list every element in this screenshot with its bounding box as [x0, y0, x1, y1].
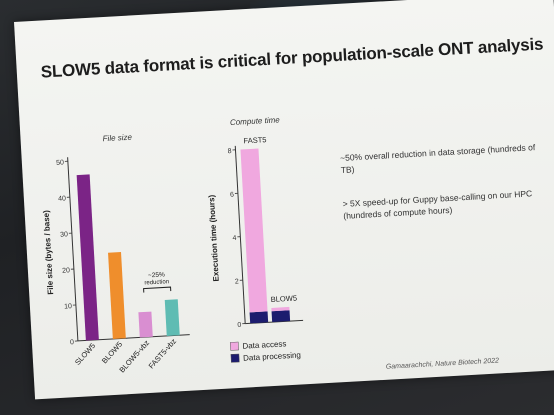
compute-time-chart: 0 2 4 6 8 Execution time (hours) FAST5 BLOW5 Dat… — [207, 135, 304, 363]
y-tick-label: 6 — [230, 191, 234, 198]
y-tick-label: 50 — [56, 159, 64, 166]
y-tick-label: 0 — [237, 322, 241, 329]
storage-reduction-note: ~50% overall reduction in data storage (… — [339, 142, 536, 175]
y-tick-label: 30 — [60, 231, 68, 238]
y-tick-label: 10 — [64, 303, 72, 310]
y-axis-line — [234, 145, 246, 324]
bar-blow5-data-access — [271, 306, 290, 312]
legend-label-data-processing: Data processing — [243, 351, 301, 363]
x-tick-label: BLOW5-vbz — [117, 338, 151, 374]
bar-label: BLOW5 — [271, 294, 298, 304]
x-tick-label: SLOW5 — [73, 341, 97, 367]
bar-fast5-data-processing — [249, 311, 269, 324]
bar-blow5 — [108, 251, 126, 339]
bar-slow5 — [76, 174, 99, 341]
legend-swatch-data-access — [229, 341, 239, 351]
y-axis-line — [67, 157, 79, 341]
y-tick-label: 40 — [58, 195, 66, 202]
annotation-bracket — [143, 286, 172, 293]
y-tick-label: 4 — [232, 235, 236, 242]
bar-blow5-vbz — [138, 311, 153, 338]
bar-label: FAST5 — [243, 135, 266, 145]
annotation-reduction: reduction — [144, 279, 169, 286]
legend-label-data-access: Data access — [242, 339, 286, 350]
y-tick-label: 20 — [62, 267, 70, 274]
bar-fast5-data-access — [240, 148, 268, 313]
y-axis-label: File size (bytes / base) — [42, 210, 56, 295]
bar-blow5-data-processing — [271, 310, 291, 323]
x-tick-label: FAST5-vbz — [147, 337, 179, 371]
bar-fast5-vbz — [164, 299, 180, 336]
legend-swatch-data-processing — [230, 353, 240, 363]
speedup-note: > 5X speed-up for Guppy base-calling on … — [342, 188, 533, 221]
x-tick-label: BLOW5 — [100, 340, 124, 366]
y-tick-label: 2 — [235, 278, 239, 285]
annotation-percent: ~25% — [148, 271, 165, 279]
y-tick-label: 0 — [70, 339, 74, 346]
presentation-slide: SLOW5 data format is critical for popula… — [14, 0, 554, 400]
slide-title: SLOW5 data format is critical for popula… — [40, 34, 544, 82]
citation: Gamaarachchi, Nature Biotech 2022 — [385, 357, 500, 371]
y-tick-label: 8 — [227, 148, 231, 155]
file-size-chart: 0 10 20 30 40 50 File size (bytes / base) SLOW5… — [42, 157, 190, 374]
y-axis-label: Execution time (hours) — [207, 194, 221, 281]
